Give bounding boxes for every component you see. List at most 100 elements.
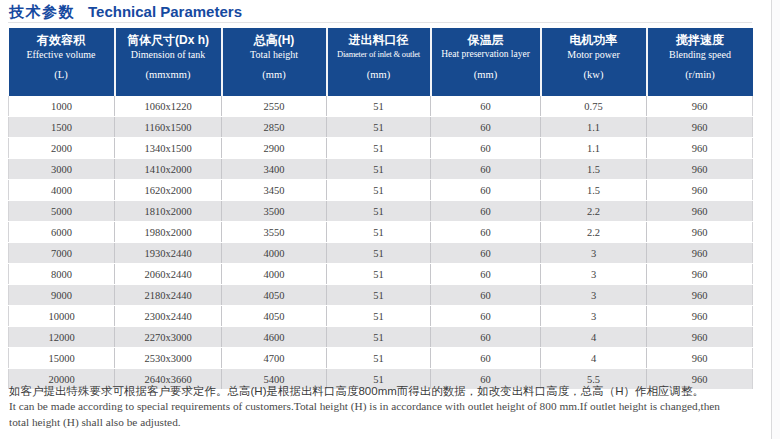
- page-edge-area: [772, 0, 780, 439]
- table-cell: 3450: [222, 180, 327, 201]
- column-header-5: 保温层Heat preservation layer(mm): [431, 28, 541, 96]
- table-cell: 51: [327, 264, 431, 285]
- table-cell: 60: [431, 222, 541, 243]
- column-header-unit: (mm): [224, 68, 325, 81]
- table-cell: 1340x1500: [115, 138, 222, 159]
- table-cell: 4000: [9, 180, 115, 201]
- table-cell: 960: [647, 96, 753, 117]
- table-cell: 60: [431, 306, 541, 327]
- table-cell: 960: [647, 348, 753, 369]
- table-cell: 0.75: [541, 96, 647, 117]
- column-header-zh: 筒体尺寸(Dx h): [117, 33, 220, 48]
- table-cell: 4000: [222, 243, 327, 264]
- column-header-zh: 电机功率: [543, 33, 645, 48]
- table-cell: 1000: [9, 96, 115, 117]
- table-cell: 51: [327, 327, 431, 348]
- table-cell: 10000: [9, 306, 115, 327]
- table-row: 90002180x2440405051603960: [9, 285, 753, 306]
- table-row: 30001410x2000340051601.5960: [9, 159, 753, 180]
- table-cell: 3400: [222, 159, 327, 180]
- table-cell: 60: [431, 117, 541, 138]
- table-cell: 1160x1500: [115, 117, 222, 138]
- column-header-en: Blending speed: [649, 48, 752, 61]
- column-header-zh: 进出料口径: [329, 33, 429, 48]
- table-cell: 3: [541, 306, 647, 327]
- table-cell: 960: [647, 306, 753, 327]
- column-header-unit: (mm): [433, 68, 539, 81]
- column-header-6: 电机功率Motor power (kw): [541, 28, 647, 96]
- footnote-zh: 如客户提出特殊要求可根据客户要求定作。总高(H)是根据出料口高度800mm而得出…: [9, 384, 769, 399]
- column-header-en: Diameter of inlet & outlet: [329, 48, 429, 61]
- column-header-unit: (mm): [329, 68, 429, 81]
- table-cell: 2300x2440: [115, 306, 222, 327]
- page-title-en: Technical Parameters: [88, 3, 242, 20]
- table-row: 10001060x1220255051600.75960: [9, 96, 753, 117]
- column-header-en: Total height: [224, 48, 325, 61]
- table-cell: 1.5: [541, 180, 647, 201]
- table-cell: 1500: [9, 117, 115, 138]
- table-cell: 4000: [222, 264, 327, 285]
- column-header-unit: (r/min): [649, 68, 752, 81]
- table-header-row: 有效容积Effective volume(L)筒体尺寸(Dx h)Dimensi…: [9, 28, 753, 96]
- table-cell: 960: [647, 327, 753, 348]
- table-cell: 3: [541, 264, 647, 285]
- table-cell: 2180x2440: [115, 285, 222, 306]
- footnote-en-line1: It can be made according to special requ…: [9, 399, 769, 415]
- table-cell: 4050: [222, 306, 327, 327]
- column-header-unit: (kw): [543, 68, 645, 81]
- table-cell: 1410x2000: [115, 159, 222, 180]
- table-cell: 7000: [9, 243, 115, 264]
- table-cell: 1980x2000: [115, 222, 222, 243]
- table-cell: 60: [431, 201, 541, 222]
- table-cell: 51: [327, 348, 431, 369]
- table-row: 150002530x3000470051604960: [9, 348, 753, 369]
- table-cell: 51: [327, 117, 431, 138]
- table-cell: 4: [541, 327, 647, 348]
- table-cell: 2060x2440: [115, 264, 222, 285]
- table-cell: 60: [431, 348, 541, 369]
- column-header-en: Dimension of tank: [117, 48, 220, 61]
- table-cell: 3: [541, 243, 647, 264]
- table-cell: 2000: [9, 138, 115, 159]
- table-cell: 960: [647, 159, 753, 180]
- table-cell: 51: [327, 285, 431, 306]
- table-cell: 51: [327, 180, 431, 201]
- column-header-3: 总高(H)Total height(mm): [222, 28, 327, 96]
- column-header-zh: 保温层: [433, 33, 539, 48]
- table-cell: 960: [647, 201, 753, 222]
- table-cell: 1930x2440: [115, 243, 222, 264]
- table-cell: 960: [647, 285, 753, 306]
- table-header: 有效容积Effective volume(L)筒体尺寸(Dx h)Dimensi…: [9, 28, 753, 96]
- column-header-en: Motor power: [543, 48, 645, 61]
- table-cell: 1.1: [541, 138, 647, 159]
- table-cell: 3: [541, 285, 647, 306]
- table-cell: 15000: [9, 348, 115, 369]
- table-cell: 51: [327, 201, 431, 222]
- table-cell: 8000: [9, 264, 115, 285]
- table-cell: 1.5: [541, 159, 647, 180]
- table-cell: 960: [647, 264, 753, 285]
- table-cell: 960: [647, 138, 753, 159]
- footnote-en-line2: total height (H) shall also be adjusted.: [9, 415, 769, 431]
- table-cell: 1810x2000: [115, 201, 222, 222]
- page-title-zh: 技术参数: [9, 3, 75, 20]
- table-cell: 51: [327, 96, 431, 117]
- table-cell: 60: [431, 327, 541, 348]
- table-cell: 2270x3000: [115, 327, 222, 348]
- table-cell: 51: [327, 243, 431, 264]
- table-cell: 2550: [222, 96, 327, 117]
- table-cell: 5000: [9, 201, 115, 222]
- column-header-unit: (L): [10, 68, 113, 81]
- column-header-4: 进出料口径Diameter of inlet & outlet (mm): [327, 28, 431, 96]
- technical-parameters-table: 有效容积Effective volume(L)筒体尺寸(Dx h)Dimensi…: [8, 28, 753, 390]
- table-cell: 4050: [222, 285, 327, 306]
- table-cell: 51: [327, 159, 431, 180]
- table-cell: 60: [431, 159, 541, 180]
- table-row: 15001160x1500285051601.1960: [9, 117, 753, 138]
- table-row: 80002060x2440400051603960: [9, 264, 753, 285]
- column-header-en: Effective volume: [10, 48, 113, 61]
- table-cell: 960: [647, 180, 753, 201]
- table-cell: 60: [431, 96, 541, 117]
- table-cell: 1060x1220: [115, 96, 222, 117]
- table-body: 10001060x1220255051600.7596015001160x150…: [9, 96, 753, 390]
